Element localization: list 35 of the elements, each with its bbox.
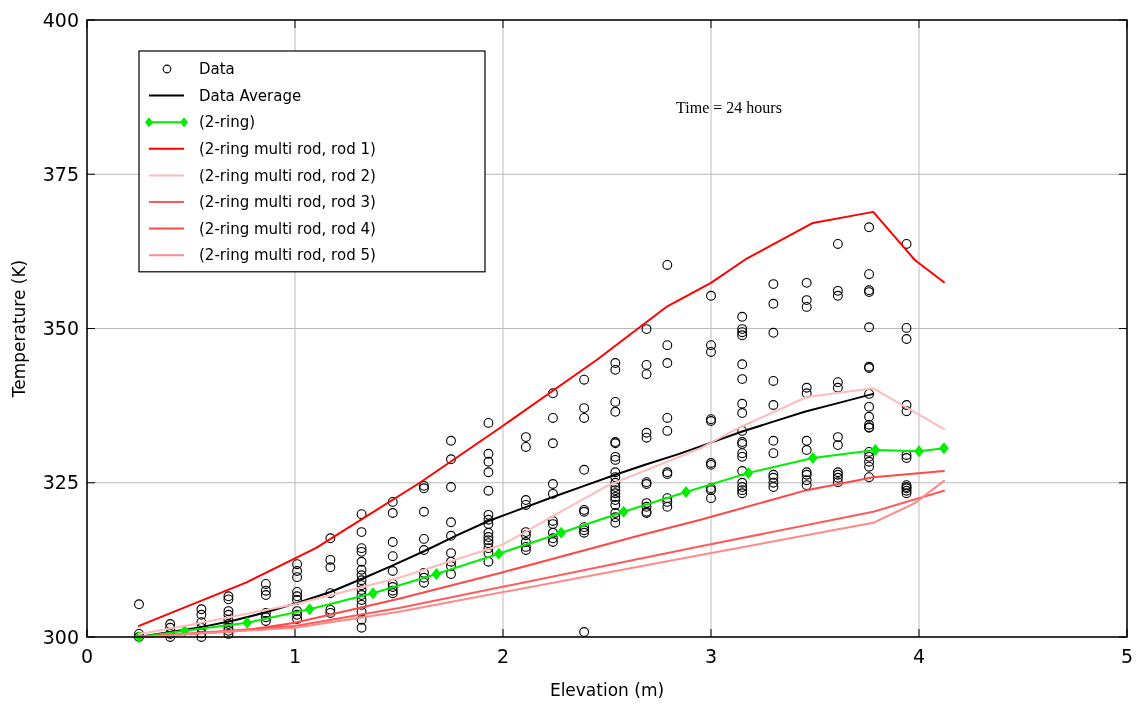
legend-label: (2-ring multi rod, rod 5) <box>199 246 376 265</box>
x-tick-label: 4 <box>912 645 926 667</box>
point <box>808 452 818 465</box>
point <box>870 444 881 457</box>
y-tick-label: 300 <box>42 625 79 648</box>
point <box>618 505 629 518</box>
x-tick-label: 0 <box>80 645 94 667</box>
point <box>304 603 315 616</box>
legend-label: (2-ring multi rod, rod 2) <box>199 166 376 185</box>
x-tick-label: 2 <box>496 645 510 667</box>
legend-label: Data <box>199 60 235 79</box>
point <box>431 568 442 581</box>
point <box>368 587 378 600</box>
legend-label: (2-ring) <box>199 113 256 132</box>
legend-label: (2-ring multi rod, rod 1) <box>199 140 376 159</box>
point <box>242 616 252 629</box>
x-tick-label: 1 <box>288 645 302 667</box>
y-tick-label: 400 <box>42 8 79 31</box>
x-axis-title: Elevation (m) <box>549 680 665 700</box>
point <box>914 445 924 458</box>
y-axis-title: Temperature (K) <box>9 259 29 399</box>
legend-label: (2-ring multi rod, rod 3) <box>199 193 376 212</box>
x-tick-label: 3 <box>704 645 718 667</box>
point <box>939 442 949 455</box>
legend-label: (2-ring multi rod, rod 4) <box>199 219 376 238</box>
x-tick-label: 5 <box>1120 645 1134 667</box>
annotation: Time = 24 hours <box>676 99 782 116</box>
legend-label: Data Average <box>199 86 302 105</box>
y-tick-label: 350 <box>42 317 79 340</box>
point <box>494 547 504 560</box>
y-tick-label: 375 <box>42 162 79 185</box>
y-tick-label: 325 <box>42 471 79 494</box>
point <box>681 486 691 499</box>
point <box>743 466 754 479</box>
point <box>556 526 567 539</box>
